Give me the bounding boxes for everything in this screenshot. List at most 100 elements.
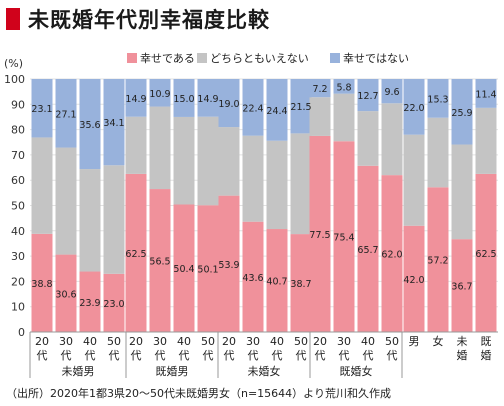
bar-happy-0 (31, 233, 53, 332)
x-tick-label-9-0: 30 (246, 335, 260, 348)
y-tick-label-60: 60 (11, 174, 25, 187)
y-tick-label-30: 30 (11, 250, 25, 263)
bar-unhappy-10 (266, 79, 288, 141)
bar-happy-10 (266, 229, 288, 332)
data-label-happy-16: 42.0 (403, 275, 424, 286)
data-label-happy-17: 57.2 (427, 256, 448, 267)
bar-happy-11 (290, 234, 312, 332)
bar-neutral-4 (125, 116, 147, 174)
data-label-happy-9: 43.6 (242, 273, 263, 284)
chart-title: 未既婚年代別幸福度比較 (28, 8, 270, 32)
data-label-unhappy-13: 5.8 (336, 82, 351, 93)
x-tick-label-5-0: 30 (153, 335, 167, 348)
data-label-unhappy-7: 14.9 (197, 94, 218, 105)
bar-unhappy-9 (242, 79, 264, 136)
data-label-unhappy-4: 14.9 (125, 94, 146, 105)
bar-unhappy-18 (451, 79, 473, 145)
bar-neutral-2 (79, 169, 101, 272)
y-tick-label-50: 50 (11, 200, 25, 213)
data-label-unhappy-14: 12.7 (357, 91, 378, 102)
legend-swatch-neutral (197, 53, 207, 63)
group-label-1: 既婚男 (156, 364, 189, 378)
y-tick-label-80: 80 (11, 124, 25, 137)
x-tick-label-5-1: 代 (155, 349, 166, 362)
x-tick-label-17-0: 女 (433, 334, 444, 348)
data-label-happy-15: 62.0 (381, 250, 402, 261)
bar-neutral-18 (451, 144, 473, 240)
x-tick-label-11-1: 代 (296, 349, 307, 362)
legend-label-neutral: どちらともいえない (210, 52, 309, 65)
bar-neutral-15 (381, 103, 403, 176)
bar-unhappy-11 (290, 79, 312, 134)
bar-happy-15 (381, 175, 403, 332)
x-tick-label-18-1: 婚 (457, 348, 468, 362)
x-tick-label-14-1: 代 (363, 349, 374, 362)
bar-unhappy-2 (79, 79, 101, 170)
data-label-happy-7: 50.1 (197, 265, 218, 276)
bar-unhappy-1 (55, 79, 77, 148)
y-tick-label-100: 100 (4, 73, 25, 86)
bar-neutral-1 (55, 147, 77, 255)
bar-unhappy-14 (357, 79, 379, 112)
data-label-happy-10: 40.7 (266, 277, 287, 288)
data-label-unhappy-2: 35.6 (79, 120, 100, 131)
y-tick-label-70: 70 (11, 149, 25, 162)
bar-unhappy-3 (103, 79, 125, 166)
data-label-unhappy-3: 34.1 (103, 118, 124, 129)
bar-unhappy-15 (381, 79, 403, 104)
x-tick-label-1-1: 代 (61, 349, 72, 362)
bar-neutral-8 (218, 127, 240, 196)
bar-neutral-9 (242, 135, 264, 222)
bar-happy-1 (55, 254, 77, 332)
bar-happy-18 (451, 239, 473, 332)
bar-happy-5 (149, 189, 171, 332)
x-tick-label-10-1: 代 (272, 349, 283, 362)
bar-unhappy-7 (197, 79, 219, 117)
source-note: （出所）2020年1都3県20～50代未既婚男女（n=15644）より荒川和久作… (6, 387, 391, 400)
data-label-unhappy-10: 24.4 (266, 106, 287, 117)
x-tick-label-12-1: 代 (315, 349, 326, 362)
y-tick-label-0: 0 (18, 326, 25, 339)
data-label-happy-18: 36.7 (451, 282, 472, 293)
data-label-unhappy-19: 11.4 (475, 89, 496, 100)
bar-happy-12 (309, 135, 331, 332)
data-label-unhappy-17: 15.3 (427, 94, 448, 105)
x-tick-label-12-0: 20 (313, 335, 327, 348)
data-label-unhappy-11: 21.5 (290, 102, 311, 113)
x-tick-label-8-0: 20 (222, 335, 236, 348)
bar-happy-7 (197, 205, 219, 332)
data-label-happy-2: 23.9 (79, 298, 100, 309)
data-label-happy-14: 65.7 (357, 245, 378, 256)
x-tick-label-18-0: 未 (457, 335, 468, 348)
x-tick-label-2-0: 40 (83, 335, 97, 348)
x-tick-label-9-1: 代 (248, 349, 259, 362)
x-tick-label-0-1: 代 (37, 349, 48, 362)
data-label-happy-4: 62.5 (125, 249, 146, 260)
y-axis-unit: (%) (4, 57, 23, 70)
x-tick-label-4-0: 20 (129, 335, 143, 348)
bar-unhappy-13 (333, 79, 355, 94)
x-tick-label-19-1: 婚 (481, 348, 492, 362)
data-label-unhappy-18: 25.9 (451, 108, 472, 119)
data-label-happy-6: 50.4 (173, 264, 194, 275)
data-label-unhappy-6: 15.0 (173, 94, 194, 105)
data-label-unhappy-12: 7.2 (312, 84, 327, 95)
legend-swatch-unhappy (330, 53, 340, 63)
bar-neutral-5 (149, 106, 171, 190)
bar-unhappy-12 (309, 79, 331, 98)
legend-swatch-happy (127, 53, 137, 63)
bar-neutral-19 (475, 107, 497, 174)
x-tick-label-4-1: 代 (131, 349, 142, 362)
data-label-unhappy-16: 22.0 (403, 103, 424, 114)
bar-neutral-3 (103, 165, 125, 274)
x-tick-label-3-1: 代 (109, 349, 120, 362)
bar-unhappy-4 (125, 79, 147, 117)
x-tick-label-7-0: 50 (201, 335, 215, 348)
bar-happy-19 (475, 173, 497, 332)
group-label-2: 未婚女 (248, 364, 281, 378)
data-label-unhappy-5: 10.9 (149, 89, 170, 100)
bar-happy-4 (125, 173, 147, 332)
x-tick-label-13-1: 代 (339, 349, 350, 362)
bar-unhappy-19 (475, 79, 497, 108)
group-label-3: 既婚女 (340, 364, 373, 378)
